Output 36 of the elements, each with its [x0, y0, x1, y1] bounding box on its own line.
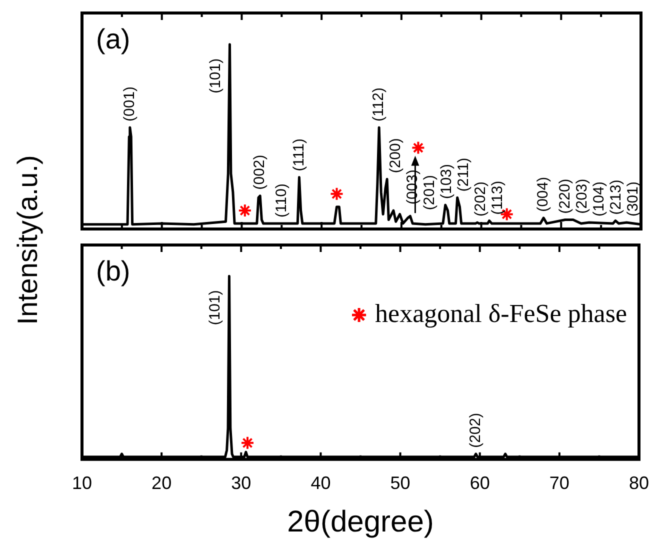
- x-tick-label: 70: [549, 473, 570, 494]
- annotation: (b): [96, 256, 130, 287]
- x-tick-label: 30: [231, 473, 252, 494]
- annotation: (202): [472, 182, 490, 217]
- annotation: (202): [467, 412, 484, 448]
- y-axis-title: Intensity(a.u.): [12, 155, 44, 325]
- point: [238, 204, 252, 218]
- x-tick-label: 20: [152, 473, 172, 494]
- annotation: (111): [290, 138, 308, 172]
- x-tick-label: 60: [470, 473, 490, 494]
- annotation: (004): [534, 176, 552, 212]
- x-tick-label: 10: [72, 473, 92, 494]
- point: [330, 186, 344, 201]
- annotation: (101): [206, 290, 224, 326]
- annotation: (113): [489, 180, 506, 215]
- annotation: (a): [96, 24, 130, 55]
- annotation: (201): [421, 175, 438, 210]
- x-axis-title: 2θ(degree): [287, 505, 434, 538]
- x-tick-label: 40: [310, 473, 331, 494]
- annotation: (301): [624, 182, 642, 217]
- x-tick-label: 80: [628, 473, 650, 494]
- legend-label: hexagonal δ-FeSe phase: [375, 298, 627, 328]
- annotation: (211): [455, 158, 472, 192]
- annotation: (104): [590, 182, 608, 217]
- annotation: (103): [438, 164, 456, 199]
- point: [411, 140, 426, 155]
- annotation: (213): [607, 180, 624, 215]
- annotation: (002): [251, 154, 268, 190]
- annotation: (200): [387, 138, 404, 174]
- annotation: (220): [556, 178, 574, 214]
- annotation: (101): [206, 58, 224, 94]
- annotation: (001): [121, 86, 138, 122]
- annotation: (110): [272, 184, 290, 218]
- annotation: (203): [573, 178, 590, 214]
- x-tick-label: 50: [390, 473, 410, 494]
- annotation: (112): [370, 88, 388, 122]
